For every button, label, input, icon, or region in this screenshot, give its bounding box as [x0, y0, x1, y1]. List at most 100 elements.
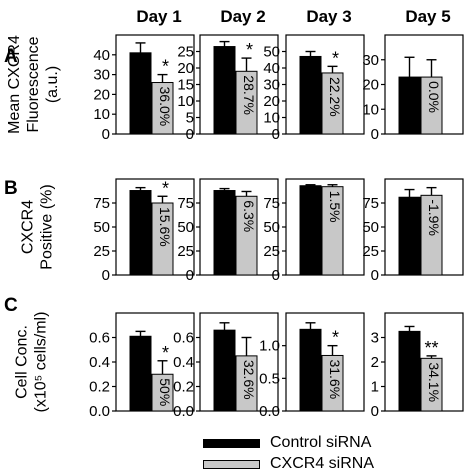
legend-item-cxcr4: CXCR4 siRNA	[203, 455, 374, 473]
row-letter-b: B	[4, 178, 18, 199]
significance-star-c-day1: *	[162, 343, 169, 363]
ytick-label-a-day3: 40	[263, 60, 280, 77]
significance-star-b-day1: *	[162, 178, 169, 198]
bar-control-b-day2	[213, 190, 236, 276]
ytick-label-c-day5: 1	[371, 379, 379, 396]
bar-control-b-day3	[299, 185, 322, 276]
bar-control-a-day3	[299, 55, 322, 135]
significance-star-a-day1: *	[162, 57, 169, 77]
ytick-label-a-day5: 20	[362, 77, 379, 94]
ytick-label-a-day1: 30	[93, 67, 110, 84]
ytick-label-b-day1: 75	[93, 195, 110, 212]
bar-control-a-day2	[213, 46, 236, 135]
ytick-label-c-day1: 0.4	[89, 354, 110, 371]
ytick-label-b-day5: 50	[362, 219, 379, 236]
ylabel-b-line-1: CXCR4	[20, 200, 37, 254]
ytick-label-c-day2: 0.0	[173, 403, 194, 420]
day-header-3: Day 3	[306, 7, 351, 26]
ytick-label-c-day3: 1.0	[259, 338, 280, 355]
ylabel-a-line-2: Fluorescence	[25, 36, 42, 132]
day-header-2: Day 2	[220, 7, 265, 26]
reduction-label-c-day2: 32.6%	[241, 360, 257, 400]
ytick-label-a-day1: 40	[93, 47, 110, 64]
ytick-label-c-day2: 0.6	[173, 330, 194, 347]
ytick-label-a-day3: 50	[263, 44, 280, 61]
legend-label-cxcr4: CXCR4 siRNA	[270, 455, 375, 472]
legend-label-control: Control siRNA	[270, 434, 372, 451]
reduction-label-a-day5: 0.0%	[426, 81, 442, 113]
ytick-label-c-day5: 0	[371, 403, 379, 420]
ytick-label-c-day5: 3	[371, 330, 379, 347]
reduction-label-b-day3: 1.5%	[327, 191, 343, 223]
ytick-label-a-day3: 10	[263, 110, 280, 127]
ytick-label-a-day2: 10	[177, 93, 194, 110]
ytick-label-a-day2: 15	[177, 77, 194, 94]
ytick-label-b-day2: 75	[177, 195, 194, 212]
ytick-label-a-day2: 0	[186, 126, 194, 143]
reduction-label-a-day3: 22.2%	[327, 77, 343, 117]
ytick-label-b-day1: 50	[93, 219, 110, 236]
ytick-label-a-day5: 10	[362, 101, 379, 118]
legend-swatch-cxcr4	[203, 459, 260, 469]
bar-control-a-day1	[129, 52, 152, 135]
ytick-label-a-day2: 25	[177, 44, 194, 61]
ytick-label-b-day5: 0	[371, 267, 379, 284]
ylabel-a-line-1: Mean CXCR4	[6, 35, 23, 134]
bar-control-c-day5	[398, 330, 421, 412]
bar-cxcr4-c-day5	[420, 357, 443, 412]
ytick-label-b-day3: 25	[263, 243, 280, 260]
reduction-label-b-day2: 6.3%	[241, 200, 257, 232]
significance-star-c-day5: **	[424, 338, 438, 358]
bar-control-b-day5	[398, 196, 421, 276]
reduction-label-c-day5: 34.1%	[426, 362, 442, 402]
significance-star-a-day3: *	[332, 48, 339, 68]
significance-star-a-day2: *	[246, 40, 253, 60]
ytick-label-b-day3: 50	[263, 219, 280, 236]
day-header-4: Day 5	[405, 7, 450, 26]
ytick-label-a-day5: 30	[362, 52, 379, 69]
ytick-label-a-day2: 20	[177, 60, 194, 77]
day-header-1: Day 1	[136, 7, 181, 26]
ylabel-c-line-2: (x10⁵ cells/ml)	[33, 312, 50, 413]
ylabel-a-line-3: (a.u.)	[44, 66, 61, 103]
bar-cxcr4-b-day2	[235, 195, 258, 276]
bar-cxcr4-b-day5	[420, 194, 443, 276]
ytick-label-b-day2: 0	[186, 267, 194, 284]
bar-control-c-day2	[213, 329, 236, 412]
bar-cxcr4-c-day2	[235, 355, 258, 412]
ytick-label-b-day2: 50	[177, 219, 194, 236]
reduction-label-a-day2: 28.7%	[241, 75, 257, 115]
ytick-label-b-day1: 0	[102, 267, 110, 284]
ytick-label-a-day1: 10	[93, 106, 110, 123]
ytick-label-c-day5: 2	[371, 354, 379, 371]
row-letter-a: A	[4, 46, 18, 67]
reduction-label-c-day3: 31.6%	[327, 359, 343, 399]
bar-cxcr4-c-day1	[151, 373, 174, 412]
ytick-label-a-day1: 0	[102, 126, 110, 143]
ytick-label-b-day3: 0	[272, 267, 280, 284]
bar-control-b-day1	[129, 190, 152, 276]
bar-cxcr4-a-day3	[321, 72, 344, 135]
bar-cxcr4-a-day2	[235, 70, 258, 135]
reduction-label-a-day1: 36.0%	[157, 87, 173, 127]
legend-swatch-control	[203, 438, 260, 448]
bar-cxcr4-b-day1	[151, 202, 174, 276]
bar-control-c-day1	[129, 335, 152, 412]
ytick-label-c-day1: 0.2	[89, 379, 110, 396]
bar-cxcr4-a-day1	[151, 82, 174, 135]
significance-star-c-day3: *	[332, 328, 339, 348]
ytick-label-b-day5: 75	[362, 195, 379, 212]
ytick-label-b-day1: 25	[93, 243, 110, 260]
bar-cxcr4-c-day3	[321, 354, 344, 412]
bar-cxcr4-b-day3	[321, 186, 344, 276]
bar-control-c-day3	[299, 328, 322, 412]
legend-item-control: Control siRNA	[203, 434, 371, 452]
ytick-label-c-day3: 0.0	[259, 403, 280, 420]
ytick-label-a-day2: 5	[186, 110, 194, 127]
ylabel-b-line-2: Positive (%)	[39, 184, 56, 269]
reduction-label-b-day5: -1.9%	[426, 199, 442, 236]
row-letter-c: C	[4, 295, 18, 316]
ytick-label-b-day5: 25	[362, 243, 379, 260]
ytick-label-b-day2: 25	[177, 243, 194, 260]
